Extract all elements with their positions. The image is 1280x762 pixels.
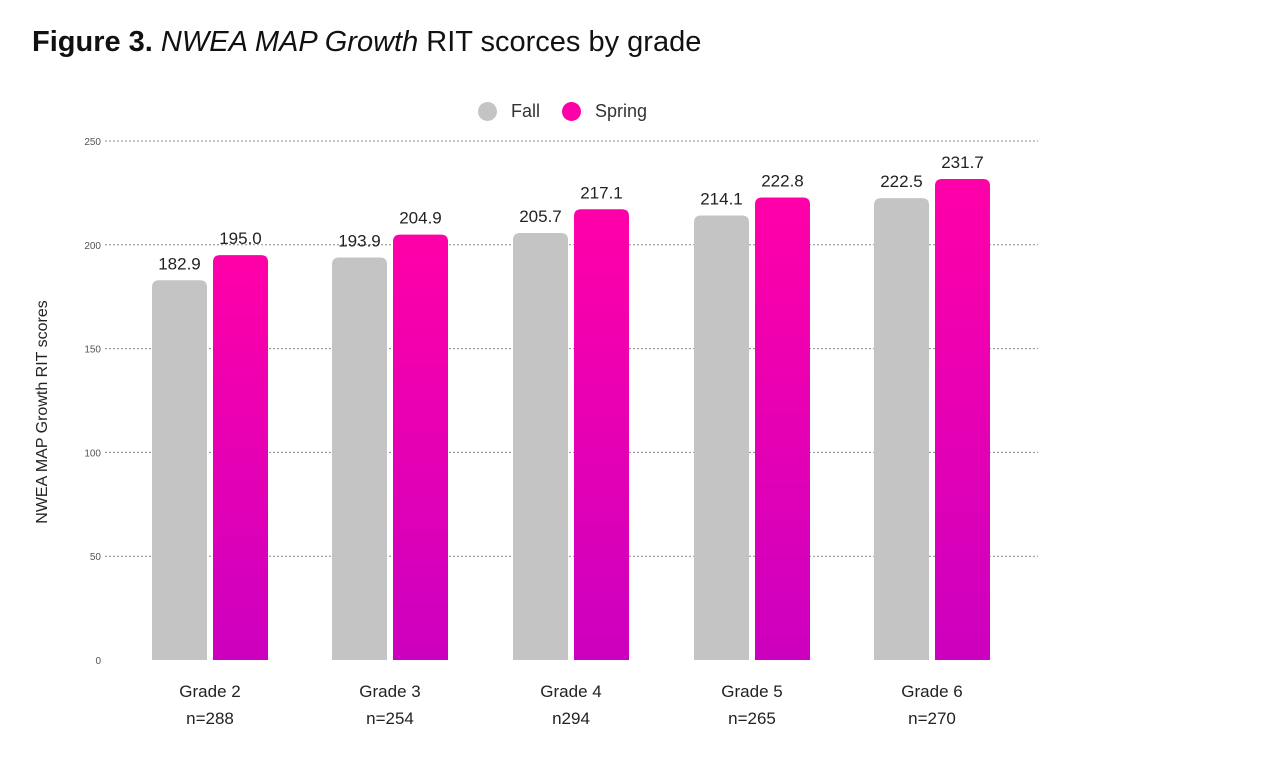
bar-spring-3: [393, 234, 448, 660]
value-label-spring-4: 217.1: [580, 183, 623, 202]
labels: NWEA MAP Growth RIT scores 182.9 195.0 Grad…: [34, 153, 984, 728]
category-n-label-4: n294: [552, 709, 590, 728]
bar-spring-6: [935, 178, 990, 661]
value-label-fall-3: 193.9: [338, 231, 381, 250]
value-label-fall-5: 214.1: [700, 190, 743, 209]
bars: [152, 178, 990, 661]
category-label-4: Grade 4: [540, 682, 601, 701]
value-label-fall-4: 205.7: [519, 207, 562, 226]
legend-item-spring: Spring: [562, 98, 647, 124]
bar-fall-2: [152, 280, 207, 660]
bar-fall-6: [874, 198, 929, 660]
value-label-spring-2: 195.0: [219, 229, 262, 248]
legend: Fall Spring: [0, 98, 1280, 124]
legend-swatch-spring: [562, 101, 581, 121]
category-label-5: Grade 5: [721, 682, 782, 701]
value-label-fall-2: 182.9: [158, 254, 201, 273]
value-label-spring-5: 222.8: [761, 171, 804, 190]
y-tick-label-250: 250: [84, 137, 101, 148]
bar-spring-2: [213, 255, 268, 660]
bar-fall-5: [694, 215, 749, 661]
y-tick-label-100: 100: [84, 448, 101, 459]
value-label-spring-3: 204.9: [399, 209, 442, 228]
title-rest: RIT scorces by grade: [426, 26, 702, 58]
category-n-label-2: n=288: [186, 709, 234, 728]
bar-fall-3: [332, 257, 387, 660]
category-n-label-5: n=265: [728, 709, 776, 728]
y-tick-label-0: 0: [95, 656, 101, 667]
legend-label-fall: Fall: [511, 100, 541, 121]
title-italic-part: NWEA MAP Growth: [160, 26, 419, 58]
category-n-label-3: n=254: [366, 709, 414, 728]
y-tick-label-150: 150: [84, 345, 101, 356]
y-tick-label-200: 200: [84, 241, 101, 252]
category-label-3: Grade 3: [359, 682, 420, 701]
legend-item-fall: Fall: [478, 98, 540, 124]
y-tick-label-50: 50: [90, 552, 102, 563]
legend-swatch-fall: [478, 101, 497, 121]
y-axis-title: NWEA MAP Growth RIT scores: [34, 300, 51, 523]
bar-fall-4: [513, 232, 568, 660]
title-figure-number: Figure 3.: [32, 26, 153, 58]
category-label-2: Grade 2: [179, 682, 240, 701]
chart-title: Figure 3. NWEA MAP Growth RIT scorces by…: [32, 26, 701, 59]
category-n-label-6: n=270: [908, 709, 956, 728]
bar-spring-5: [755, 197, 810, 660]
legend-label-spring: Spring: [595, 100, 648, 121]
value-label-spring-6: 231.7: [941, 153, 984, 172]
value-label-fall-6: 222.5: [880, 172, 923, 191]
category-label-6: Grade 6: [901, 682, 962, 701]
bar-spring-4: [574, 209, 629, 660]
